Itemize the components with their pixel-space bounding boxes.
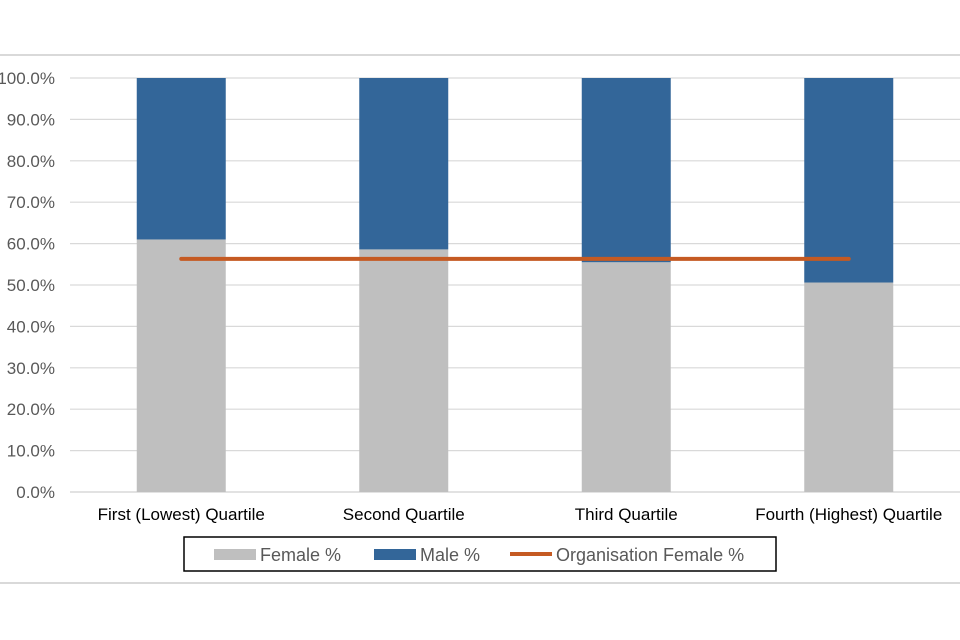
chart-frame-top-border — [0, 54, 960, 56]
y-tick-label: 30.0% — [7, 359, 55, 378]
y-tick-label: 10.0% — [7, 442, 55, 461]
y-tick-label: 40.0% — [7, 317, 55, 336]
x-category-label: Fourth (Highest) Quartile — [755, 505, 942, 524]
y-tick-label: 20.0% — [7, 400, 55, 419]
bar-female — [804, 282, 894, 492]
legend-swatch-male — [374, 549, 416, 560]
legend: Female % Male % Organisation Female % — [183, 536, 777, 572]
bar-male — [804, 78, 894, 283]
y-tick-label: 100.0% — [0, 69, 55, 88]
y-tick-label: 0.0% — [16, 483, 55, 502]
bars — [136, 78, 894, 492]
legend-label-organisation-female: Organisation Female % — [556, 545, 744, 565]
y-tick-label: 70.0% — [7, 193, 55, 212]
bar-female — [136, 239, 226, 492]
legend-box — [183, 536, 777, 572]
x-axis-category-labels: First (Lowest) Quartile Second Quartile Th… — [98, 505, 943, 524]
legend-swatch-female — [214, 549, 256, 560]
legend-label-male: Male % — [420, 545, 480, 565]
y-tick-label: 60.0% — [7, 235, 55, 254]
bar-female — [581, 262, 671, 492]
bar-female — [359, 249, 449, 492]
x-category-label: First (Lowest) Quartile — [98, 505, 265, 524]
y-tick-label: 90.0% — [7, 110, 55, 129]
y-axis-tick-labels: 0.0% 10.0% 20.0% 30.0% 40.0% 50.0% 60.0% 70.0% 8… — [0, 69, 55, 502]
y-tick-label: 50.0% — [7, 276, 55, 295]
x-category-label: Third Quartile — [575, 505, 678, 524]
bar-male — [359, 78, 449, 250]
bar-male — [581, 78, 671, 263]
y-tick-label: 80.0% — [7, 152, 55, 171]
x-category-label: Second Quartile — [343, 505, 465, 524]
bar-male — [136, 78, 226, 240]
legend-label-female: Female % — [260, 545, 341, 565]
chart-frame-bottom-border — [0, 582, 960, 584]
